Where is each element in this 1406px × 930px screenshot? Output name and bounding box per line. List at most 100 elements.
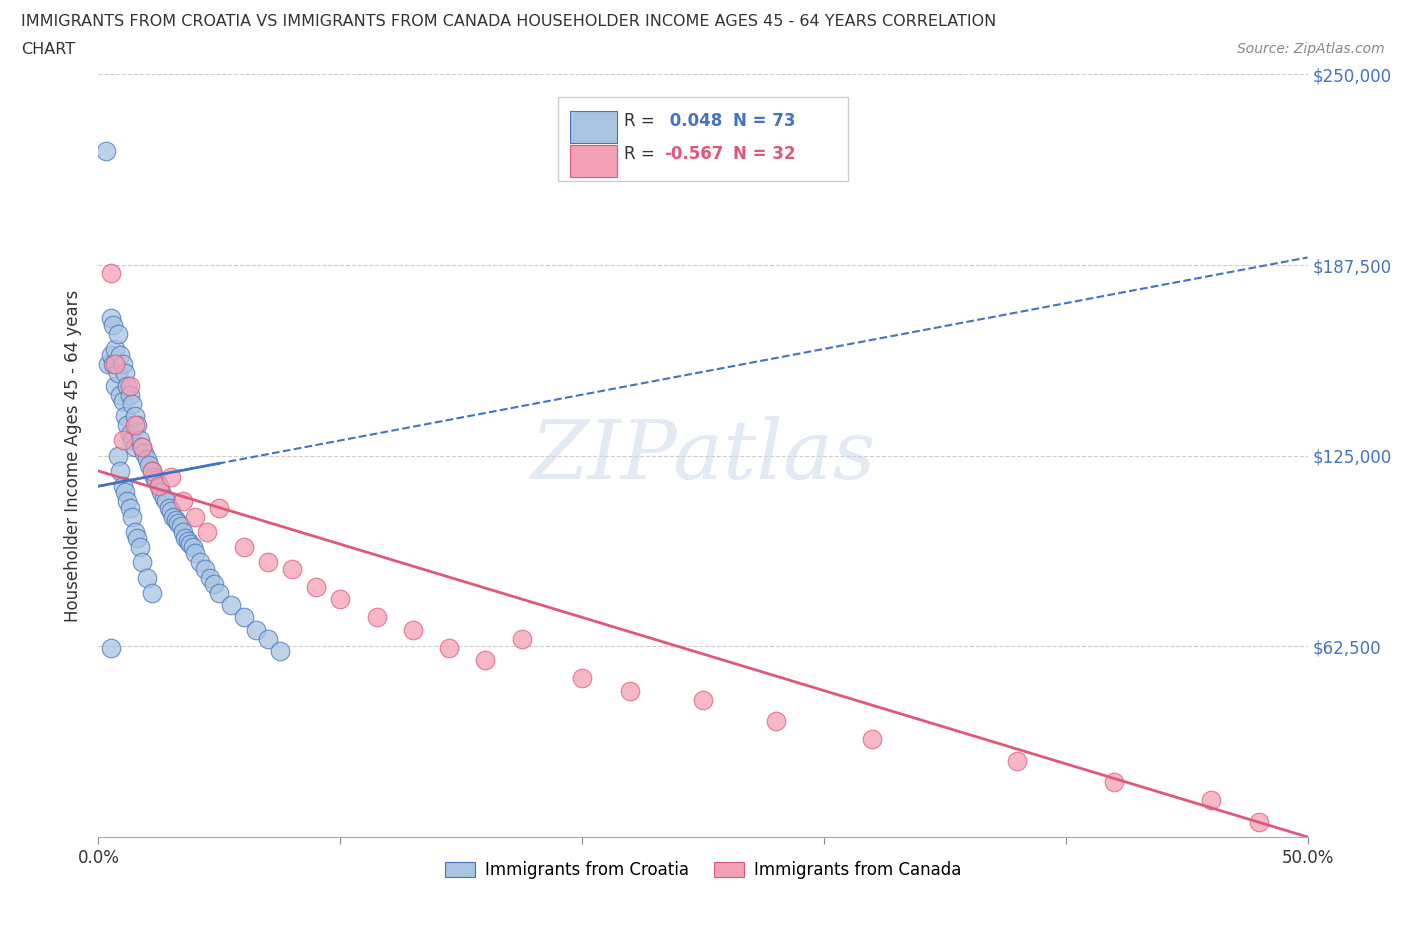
Point <box>127 418 149 432</box>
Point <box>204 577 226 591</box>
Point <box>143 470 166 485</box>
Point <box>118 379 141 393</box>
Point <box>111 357 134 372</box>
Point <box>124 408 146 423</box>
Point <box>131 439 153 454</box>
Point <box>108 387 131 402</box>
Point <box>104 357 127 372</box>
Text: IMMIGRANTS FROM CROATIA VS IMMIGRANTS FROM CANADA HOUSEHOLDER INCOME AGES 45 - 6: IMMIGRANTS FROM CROATIA VS IMMIGRANTS FR… <box>21 14 997 29</box>
Point <box>256 631 278 646</box>
Point <box>437 641 460 656</box>
Point <box>141 463 163 478</box>
Point <box>101 317 124 332</box>
Point <box>121 433 143 448</box>
Point <box>194 561 217 576</box>
Point <box>167 515 190 530</box>
Point <box>111 433 134 448</box>
Point <box>1199 793 1222 808</box>
Point <box>195 525 218 539</box>
Point <box>571 671 593 685</box>
Point <box>118 500 141 515</box>
Point <box>128 433 150 448</box>
Point <box>135 570 157 585</box>
Point <box>117 418 139 432</box>
Point <box>124 525 146 539</box>
Point <box>114 408 136 423</box>
Point <box>184 510 207 525</box>
FancyBboxPatch shape <box>558 98 848 181</box>
Point <box>269 644 291 658</box>
Point <box>172 494 194 509</box>
Point <box>128 539 150 554</box>
Point <box>141 463 163 478</box>
Text: ZIPatlas: ZIPatlas <box>530 416 876 496</box>
Point <box>121 396 143 411</box>
Point <box>117 494 139 509</box>
Point <box>184 546 207 561</box>
Point <box>114 365 136 380</box>
Legend: Immigrants from Croatia, Immigrants from Canada: Immigrants from Croatia, Immigrants from… <box>439 855 967 886</box>
Point <box>172 525 194 539</box>
Point <box>104 379 127 393</box>
Point <box>100 641 122 656</box>
Point <box>117 379 139 393</box>
Point <box>104 341 127 356</box>
Point <box>118 387 141 402</box>
Point <box>860 732 883 747</box>
Point <box>165 512 187 527</box>
Point <box>181 539 204 554</box>
Point <box>281 561 304 576</box>
Text: N = 73: N = 73 <box>734 112 796 129</box>
Point <box>107 365 129 380</box>
Point <box>107 326 129 341</box>
Point <box>198 570 221 585</box>
Point <box>101 357 124 372</box>
Point <box>94 143 117 158</box>
Point <box>221 598 243 613</box>
Point <box>188 555 211 570</box>
Point <box>100 265 122 280</box>
Point <box>1007 753 1029 768</box>
Point <box>692 692 714 707</box>
Point <box>162 510 184 525</box>
Point <box>169 518 191 533</box>
Point <box>256 555 278 570</box>
Point <box>208 586 231 601</box>
Text: R =: R = <box>624 112 655 129</box>
Point <box>108 348 131 363</box>
Point <box>179 537 201 551</box>
Point <box>148 479 170 494</box>
Point <box>148 479 170 494</box>
Point <box>97 357 120 372</box>
Text: Source: ZipAtlas.com: Source: ZipAtlas.com <box>1237 42 1385 56</box>
Text: CHART: CHART <box>21 42 75 57</box>
Point <box>765 713 787 728</box>
Y-axis label: Householder Income Ages 45 - 64 years: Householder Income Ages 45 - 64 years <box>65 289 83 622</box>
Point <box>124 418 146 432</box>
Point <box>510 631 533 646</box>
Text: -0.567: -0.567 <box>664 145 724 163</box>
Point <box>100 348 122 363</box>
Text: R =: R = <box>624 145 655 163</box>
Text: N = 32: N = 32 <box>734 145 796 163</box>
Point <box>474 653 496 668</box>
Point <box>1249 815 1271 830</box>
FancyBboxPatch shape <box>569 145 617 177</box>
Point <box>366 610 388 625</box>
Point <box>134 445 156 460</box>
Point <box>402 622 425 637</box>
Point <box>329 591 352 606</box>
Text: 0.048: 0.048 <box>664 112 723 129</box>
Point <box>121 510 143 525</box>
Point <box>124 439 146 454</box>
Point <box>145 472 167 487</box>
Point <box>160 470 183 485</box>
Point <box>157 500 180 515</box>
Point <box>208 500 231 515</box>
Point <box>1102 775 1125 790</box>
Point <box>135 451 157 466</box>
Point <box>127 531 149 546</box>
Point <box>232 610 254 625</box>
Point <box>245 622 267 637</box>
Point <box>114 485 136 499</box>
